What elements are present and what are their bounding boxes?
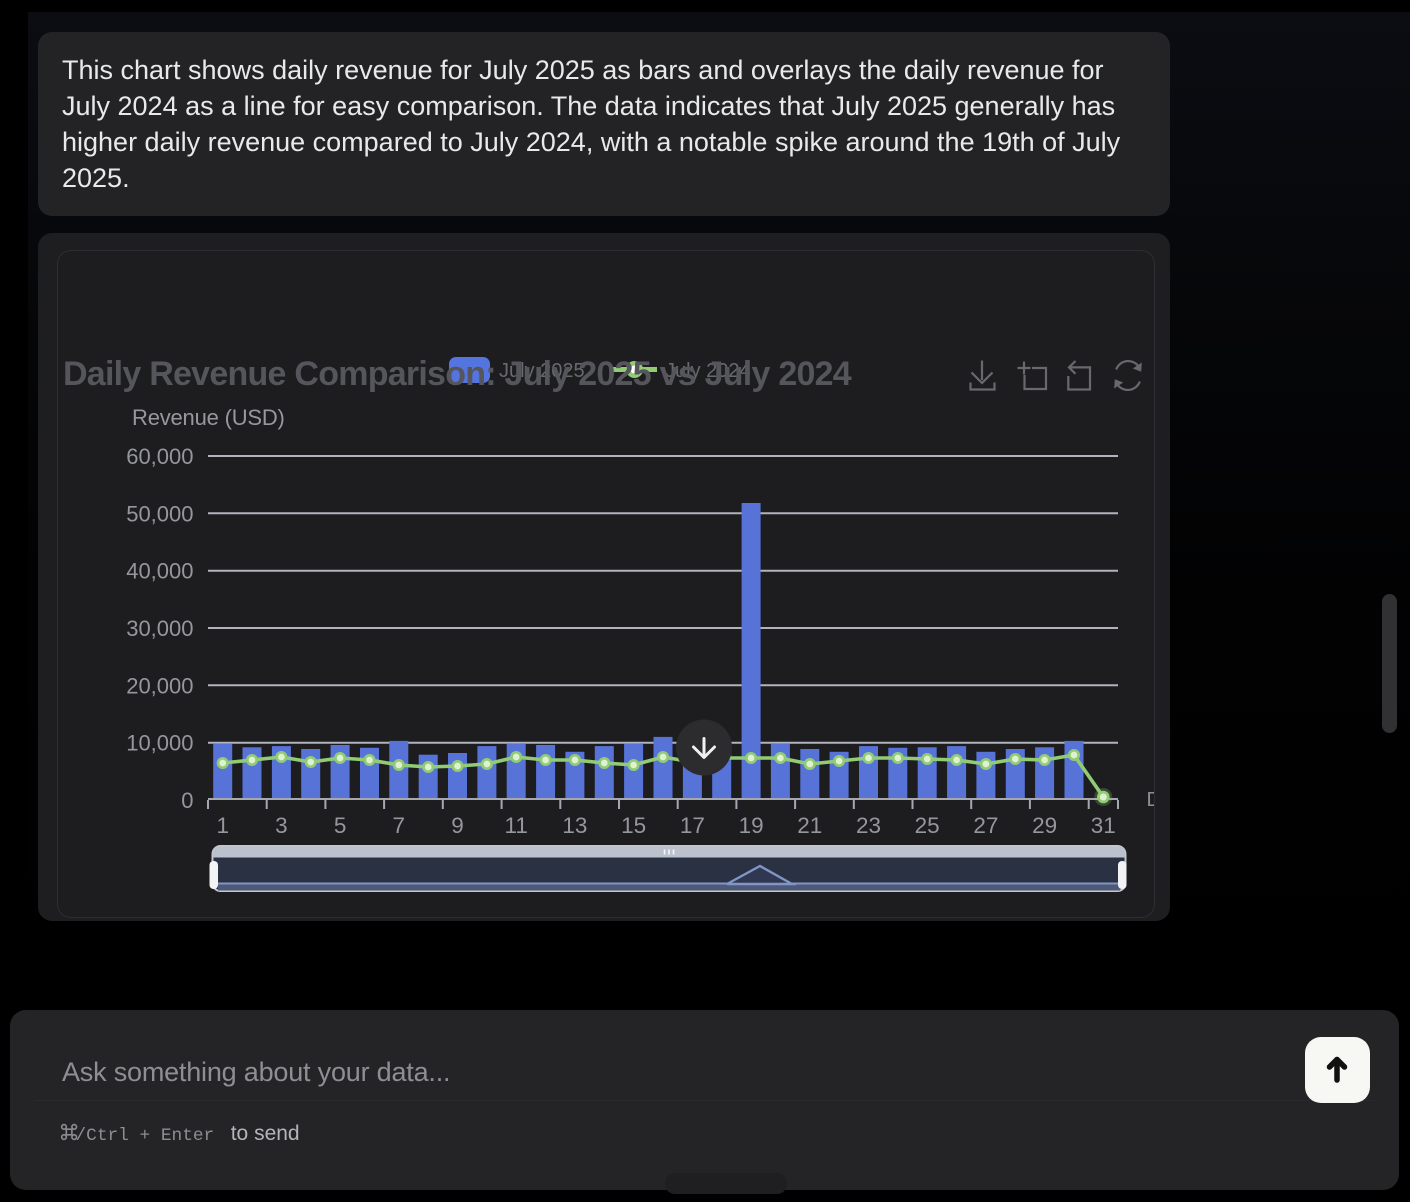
svg-text:10,000: 10,000 — [126, 731, 193, 756]
svg-text:20,000: 20,000 — [126, 673, 193, 698]
svg-text:19: 19 — [739, 813, 764, 838]
svg-text:11: 11 — [505, 813, 528, 838]
svg-text:July 2025: July 2025 — [499, 360, 585, 382]
svg-text:30,000: 30,000 — [126, 616, 193, 641]
svg-text:29: 29 — [1032, 813, 1057, 838]
svg-text:27: 27 — [973, 813, 998, 838]
svg-text:Daily Revenue Comparison: July: Daily Revenue Comparison: July 2025 vs J… — [63, 355, 852, 393]
svg-text:9: 9 — [451, 813, 464, 838]
svg-text:July 2024: July 2024 — [665, 360, 751, 382]
svg-text:5: 5 — [334, 813, 347, 838]
svg-text:15: 15 — [621, 813, 646, 838]
svg-text:0: 0 — [181, 788, 193, 813]
svg-text:17: 17 — [680, 813, 705, 838]
svg-text:40,000: 40,000 — [126, 559, 193, 584]
svg-text:50,000: 50,000 — [126, 501, 193, 526]
svg-text:1: 1 — [216, 813, 229, 838]
svg-text:7: 7 — [393, 813, 406, 838]
svg-text:23: 23 — [856, 813, 881, 838]
svg-text:Revenue (USD): Revenue (USD) — [132, 405, 285, 430]
svg-text:13: 13 — [562, 813, 587, 838]
svg-text:3: 3 — [275, 813, 288, 838]
svg-text:31: 31 — [1091, 813, 1116, 838]
svg-text:Date: Date — [1147, 789, 1189, 811]
svg-text:21: 21 — [797, 813, 822, 838]
svg-text:60,000: 60,000 — [126, 444, 193, 469]
svg-text:25: 25 — [915, 813, 940, 838]
